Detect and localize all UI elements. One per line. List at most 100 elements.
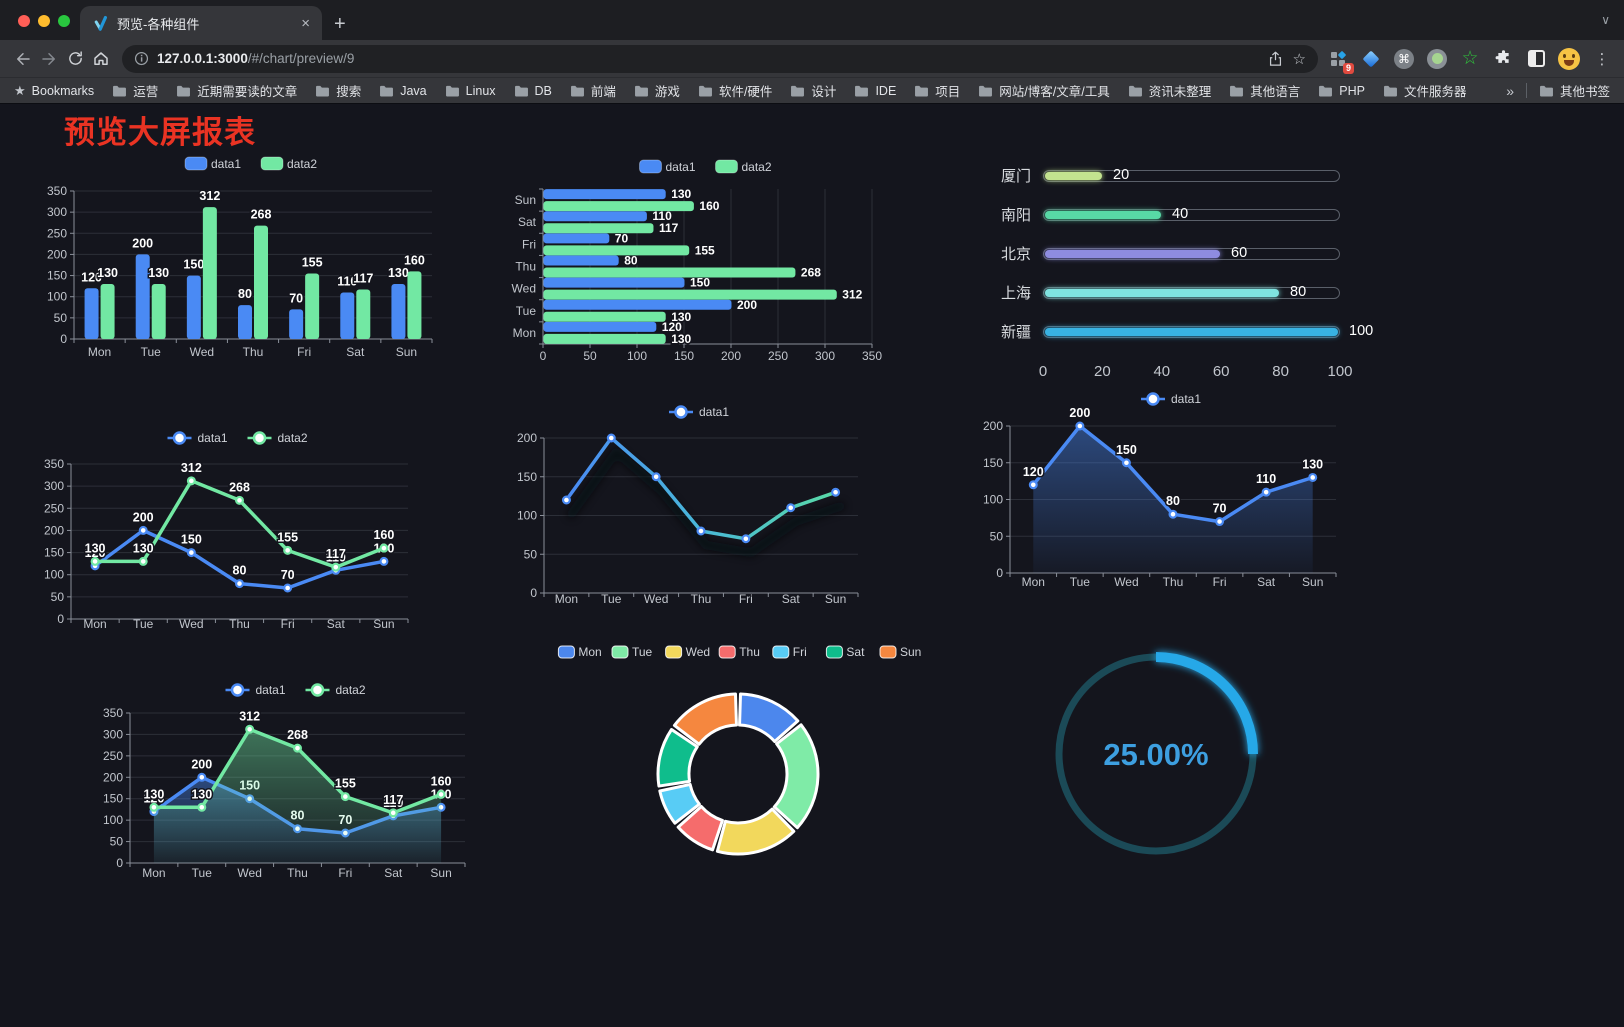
progress-row-上海: 上海 80 bbox=[985, 273, 1340, 312]
donut-chart[interactable]: Mon Tue Wed Thu Fri Sat Sun bbox=[540, 634, 940, 892]
svg-text:312: 312 bbox=[199, 189, 220, 203]
legend-item-data2[interactable]: data2 bbox=[260, 156, 317, 171]
two-series-line-chart[interactable]: data1 data2 0 50 100 150 200 250 300 350 Mon Tue Wed… bbox=[40, 419, 460, 644]
bookmark-folder[interactable]: 设计 bbox=[790, 81, 836, 100]
pie-slice-Sat[interactable] bbox=[656, 728, 699, 788]
extensions-puzzle-icon[interactable] bbox=[1491, 47, 1515, 71]
svg-text:70: 70 bbox=[289, 291, 303, 305]
pie-slice-Mon[interactable] bbox=[738, 692, 800, 743]
forward-button[interactable] bbox=[36, 46, 62, 72]
bookmark-folder[interactable]: 运营 bbox=[112, 81, 158, 100]
bookmark-folder[interactable]: 游戏 bbox=[634, 81, 680, 100]
two-series-area-chart[interactable]: data1 data2 0 50 100 150 200 250 300 350 Mon Tue Wed… bbox=[95, 669, 495, 899]
bookmark-folder[interactable]: 网站/博客/文章/工具 bbox=[978, 81, 1110, 100]
progress-bar-chart[interactable]: 厦门 20 南阳 40 北京 60 上海 80 新疆 100 0 20 40 60 80 100 bbox=[985, 152, 1373, 385]
close-window-button[interactable] bbox=[18, 15, 30, 27]
browser-toolbar: 127.0.0.1:3000/#/chart/preview/9 ☆ 9 ⌘ ☆ bbox=[0, 40, 1624, 77]
svg-text:Tue: Tue bbox=[192, 866, 213, 880]
x-axis: Mon Tue Wed Thu Fri Sat Sun bbox=[543, 592, 859, 606]
browser-tab[interactable]: 预览-各种组件 × bbox=[80, 6, 322, 40]
bookmark-folder[interactable]: 其他语言 bbox=[1229, 81, 1300, 100]
extension-dot-icon[interactable] bbox=[1425, 47, 1449, 71]
svg-text:350: 350 bbox=[44, 457, 64, 471]
legend-item-Thu[interactable]: Thu bbox=[718, 645, 760, 659]
legend-item-data2[interactable]: data2 bbox=[715, 159, 772, 174]
share-icon[interactable] bbox=[1268, 51, 1283, 67]
legend-item-data1[interactable]: data1 bbox=[184, 156, 241, 171]
new-tab-button[interactable]: + bbox=[334, 13, 346, 35]
horizontal-bar-chart[interactable]: data1 data2 0 50 100 150 200 250 300 350 Mon Tue Wed… bbox=[500, 149, 900, 379]
reload-button[interactable] bbox=[62, 46, 88, 72]
bookmark-folder[interactable]: PHP bbox=[1318, 84, 1365, 98]
bookmark-folder[interactable]: Linux bbox=[445, 84, 496, 98]
extension-green-star-icon[interactable]: ☆ bbox=[1461, 48, 1479, 69]
tab-close-icon[interactable]: × bbox=[301, 14, 310, 32]
browser-menu-icon[interactable]: ⋮ bbox=[1594, 50, 1610, 68]
svg-text:268: 268 bbox=[287, 728, 308, 742]
svg-text:100: 100 bbox=[983, 493, 1003, 507]
progress-row-南阳: 南阳 40 bbox=[985, 195, 1340, 234]
svg-text:120: 120 bbox=[662, 320, 682, 334]
minimize-window-button[interactable] bbox=[38, 15, 50, 27]
legend-item-data1[interactable]: data1 bbox=[167, 431, 228, 445]
other-bookmarks-folder[interactable]: 其他书签 bbox=[1539, 81, 1610, 100]
tab-search-chevron-icon[interactable]: ∨ bbox=[1601, 13, 1610, 27]
extension-gem-icon[interactable] bbox=[1359, 47, 1383, 71]
extension-command-icon[interactable]: ⌘ bbox=[1392, 47, 1416, 71]
extension-panel-icon[interactable] bbox=[1524, 47, 1548, 71]
legend-item-Sat[interactable]: Sat bbox=[825, 645, 865, 659]
pie-slice-Thu[interactable] bbox=[676, 805, 724, 852]
pie-slice-Fri[interactable] bbox=[658, 782, 701, 825]
bookmark-folder[interactable]: 软件/硬件 bbox=[698, 81, 772, 100]
area-line-chart[interactable]: data1 0 50 100 150 200 Mon Tue Wed Thu Fri Sat Sun 12… bbox=[983, 384, 1373, 604]
legend-item-Fri[interactable]: Fri bbox=[772, 645, 807, 659]
legend-item-Wed[interactable]: Wed bbox=[665, 645, 710, 659]
legend-item-data2[interactable]: data2 bbox=[247, 431, 308, 445]
svg-text:100: 100 bbox=[627, 349, 647, 363]
site-info-icon[interactable] bbox=[134, 51, 149, 66]
bookmark-star-icon[interactable]: ☆ bbox=[1292, 50, 1306, 68]
svg-text:117: 117 bbox=[659, 221, 679, 235]
legend-item-Mon[interactable]: Mon bbox=[557, 645, 602, 659]
bookmarks-overflow-chevron[interactable]: » bbox=[1506, 82, 1514, 99]
bookmark-folder[interactable]: 资讯未整理 bbox=[1128, 81, 1211, 100]
folder-icon bbox=[445, 85, 459, 97]
bookmark-folder[interactable]: 近期需要读的文章 bbox=[176, 81, 297, 100]
pie-slice-Sun[interactable] bbox=[672, 692, 738, 746]
gradient-line-chart[interactable]: data1 0 50 100 150 200 Mon Tue Wed Thu Fri Sat Sun bbox=[500, 394, 900, 614]
legend-item-Sun[interactable]: Sun bbox=[879, 645, 921, 659]
back-button[interactable] bbox=[10, 46, 36, 72]
y-axis: Mon Tue Wed Thu Fri Sat Sun bbox=[512, 188, 544, 345]
legend-item-data1[interactable]: data1 bbox=[639, 159, 696, 174]
bookmark-folder[interactable]: 文件服务器 bbox=[1383, 81, 1466, 100]
bookmark-folder[interactable]: IDE bbox=[854, 84, 896, 98]
gauge-chart[interactable]: 25.00% bbox=[1030, 636, 1290, 881]
bookmarks-root[interactable]: ★ Bookmarks bbox=[14, 83, 94, 99]
legend-item-data2[interactable]: data2 bbox=[305, 683, 366, 697]
address-bar[interactable]: 127.0.0.1:3000/#/chart/preview/9 ☆ bbox=[122, 44, 1318, 73]
bookmark-folder[interactable]: DB bbox=[514, 84, 552, 98]
home-button[interactable] bbox=[88, 46, 114, 72]
bookmark-folder[interactable]: 前端 bbox=[570, 81, 616, 100]
maximize-window-button[interactable] bbox=[58, 15, 70, 27]
folder-icon bbox=[570, 85, 584, 97]
legend-item-data1[interactable]: data1 bbox=[225, 683, 286, 697]
legend-item-Tue[interactable]: Tue bbox=[611, 645, 653, 659]
bookmark-folder[interactable]: 搜索 bbox=[315, 81, 361, 100]
legend-item-data1[interactable]: data1 bbox=[1141, 392, 1201, 406]
profile-avatar[interactable] bbox=[1557, 47, 1581, 71]
bar-data2-Thu bbox=[543, 267, 796, 278]
bookmark-folder[interactable]: 项目 bbox=[914, 81, 960, 100]
svg-text:50: 50 bbox=[110, 835, 124, 849]
bookmark-folder[interactable]: Java bbox=[379, 84, 427, 98]
vertical-bar-chart[interactable]: data1 data2 0 50 100 150 200 250 300 350 Mon Tue Wed… bbox=[40, 149, 460, 389]
extension-grid-icon[interactable]: 9 bbox=[1326, 47, 1354, 74]
svg-text:0: 0 bbox=[996, 566, 1003, 580]
pie-slice-Tue[interactable] bbox=[772, 723, 820, 830]
svg-text:300: 300 bbox=[815, 349, 835, 363]
legend-item-data1[interactable]: data1 bbox=[669, 405, 729, 419]
svg-text:0: 0 bbox=[540, 349, 547, 363]
pie-slice-Wed[interactable] bbox=[715, 807, 796, 856]
bar-data1-Fri bbox=[543, 233, 610, 244]
svg-text:Sat: Sat bbox=[327, 617, 346, 631]
